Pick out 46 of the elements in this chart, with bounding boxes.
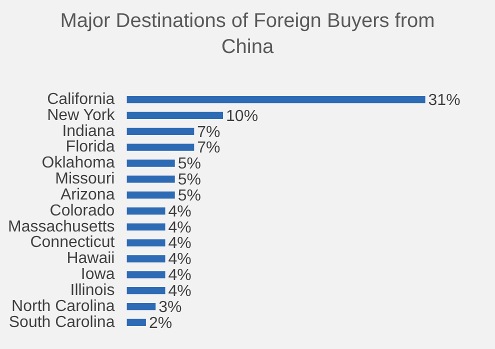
bar [126,144,194,151]
data-label: 3% [158,298,182,316]
y-tick-label: Oklahoma [42,154,115,172]
data-label: 4% [168,267,192,284]
data-label: 4% [168,235,192,252]
bar [126,128,194,135]
y-tick-label: North Carolina [12,298,115,315]
bar [126,302,156,310]
y-tick-label: Connecticut [30,234,116,252]
y-tick-label: Missouri [55,170,115,188]
y-tick-label: California [47,90,115,108]
y-tick-label: Hawaii [66,250,115,268]
y-tick-label: Iowa [80,266,115,284]
data-label: 10% [226,108,258,125]
bar [126,96,426,104]
data-label: 31% [428,92,460,109]
data-label: 5% [178,187,201,204]
data-label: 7% [197,124,220,141]
data-label: 4% [168,219,192,236]
bar [126,207,166,215]
y-tick-label: Indiana [62,122,115,140]
data-label: 2% [148,314,172,332]
y-tick-label: New York [47,106,116,124]
bar [126,239,166,246]
y-tick-label: Colorado [50,202,115,220]
data-label: 4% [168,251,192,268]
bar [126,255,166,262]
bar [126,223,166,230]
bar [126,271,166,278]
data-label: 4% [168,203,192,220]
bar [126,318,146,326]
y-tick-label: Illinois [70,282,115,300]
bar [126,176,175,183]
data-label: 5% [178,156,201,173]
bar [126,287,166,294]
data-label: 5% [178,172,201,189]
chart-title: Major Destinations of Foreign Buyers from China [59,9,436,60]
y-tick-label: Florida [66,138,115,156]
data-label: 4% [168,283,192,300]
bar [126,160,175,167]
y-tick-label: Arizona [60,186,115,204]
y-tick-label: Massachusetts [8,218,115,236]
data-label: 7% [197,140,220,157]
y-tick-label: South Carolina [8,314,115,331]
bar [126,192,175,199]
bar [126,112,224,120]
